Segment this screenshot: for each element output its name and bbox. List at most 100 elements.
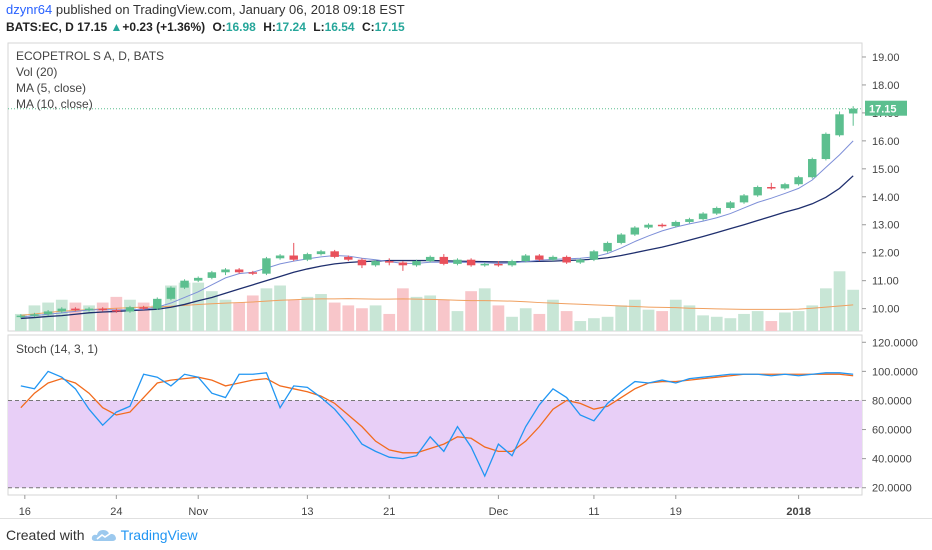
open-value: 16.98	[225, 20, 256, 34]
candle-body	[125, 307, 135, 312]
stoch-legend: Stoch (14, 3, 1)	[16, 342, 99, 356]
price-tick-label: 13.00	[872, 220, 900, 232]
volume-bar	[369, 305, 382, 331]
candle-body	[84, 308, 94, 311]
price-tick-label: 10.00	[872, 304, 900, 316]
volume-bar	[547, 299, 559, 331]
candle-body	[57, 308, 66, 312]
volume-bar	[656, 311, 669, 331]
time-tick-label: 16	[19, 506, 31, 518]
candle-body	[153, 298, 162, 309]
candle-body	[439, 256, 449, 264]
tradingview-brand-label: TradingView	[120, 527, 198, 543]
tradingview-cloud-icon	[91, 530, 116, 541]
volume-bar	[397, 288, 409, 331]
open-label: O:	[212, 20, 226, 34]
ma5-legend: MA (5, close)	[16, 81, 87, 95]
candle-body	[821, 133, 831, 160]
last-price-tag-label: 17.15	[869, 104, 897, 116]
candle-body	[480, 263, 489, 266]
candle-body	[671, 221, 681, 227]
candle-body	[616, 234, 626, 243]
time-tick-label: 24	[110, 506, 122, 518]
candle-body	[698, 213, 708, 220]
volume-bar	[83, 305, 95, 331]
candle-body	[780, 184, 790, 189]
candle-body	[371, 261, 380, 266]
stoch-band	[8, 400, 862, 488]
candle-body	[739, 195, 749, 203]
price-pane	[7, 42, 863, 332]
candle-body	[657, 224, 667, 227]
candle-body	[603, 242, 612, 252]
volume-bar	[246, 295, 259, 331]
volume-bar	[437, 299, 450, 331]
time-tick-label: 2018	[786, 506, 810, 518]
volume-bar	[178, 282, 191, 331]
volume-bar	[833, 271, 846, 331]
volume-bar	[287, 299, 300, 331]
candle-body	[548, 256, 558, 260]
volume-bar	[424, 295, 437, 331]
candle-body	[16, 315, 26, 318]
candle-body	[221, 269, 230, 273]
stoch-tick-label: 20.0000	[872, 483, 912, 495]
author-link[interactable]: dzynr64	[6, 2, 53, 17]
candle-body	[71, 308, 80, 311]
candle-body	[330, 251, 339, 257]
price-change: +0.23 (+1.36%)	[122, 20, 206, 34]
volume-bar	[574, 321, 587, 331]
volume-bar	[219, 299, 232, 331]
candle-body	[385, 261, 394, 263]
close-value: 17.15	[374, 20, 405, 34]
volume-bar	[328, 302, 341, 331]
candle-body	[344, 256, 353, 260]
volume-bar	[628, 299, 641, 331]
low-value: 16.54	[324, 20, 355, 34]
candle-body	[453, 259, 462, 264]
volume-bar	[492, 305, 505, 331]
candle-body	[357, 259, 367, 266]
candle-body	[753, 187, 762, 196]
volume-bar	[820, 288, 832, 331]
stoch-tick-label: 60.0000	[872, 425, 912, 437]
volume-bar	[165, 285, 177, 331]
volume-bar	[478, 288, 491, 331]
volume-bar	[205, 291, 218, 331]
price-tick-label: 16.00	[872, 136, 900, 148]
price-tick-label: 12.00	[872, 248, 900, 260]
volume-bar	[410, 296, 423, 331]
volume-bar	[710, 316, 723, 331]
time-tick-label: 19	[670, 506, 682, 518]
volume-bar	[151, 305, 164, 331]
vol-legend: Vol (20)	[16, 65, 58, 79]
candle-body	[712, 207, 721, 214]
tradingview-brand[interactable]: TradingView	[91, 527, 198, 543]
price-tick-label: 18.00	[872, 80, 900, 92]
candle-body	[303, 254, 312, 260]
created-with-text: Created with	[6, 527, 85, 543]
volume-bar	[806, 305, 819, 331]
chart-area[interactable]: 19.0018.0017.0016.0015.0014.0013.0012.00…	[0, 40, 932, 525]
candle-body	[234, 269, 244, 273]
volume-bar	[751, 311, 764, 331]
volume-bar	[301, 296, 314, 331]
chart-svg[interactable]: 19.0018.0017.0016.0015.0014.0013.0012.00…	[0, 40, 932, 525]
candle-body	[466, 259, 476, 266]
candle-body	[576, 259, 585, 263]
time-tick-label: 21	[383, 506, 395, 518]
candle-body	[98, 308, 107, 311]
candle-body	[425, 256, 435, 262]
volume-bar	[451, 311, 464, 331]
candle-body	[139, 307, 148, 309]
volume-bar	[137, 302, 150, 331]
low-label: L:	[313, 20, 325, 34]
high-label: H:	[263, 20, 276, 34]
price-tick-label: 19.00	[872, 52, 900, 64]
volume-bar	[738, 313, 750, 331]
volume-bar	[792, 311, 805, 331]
ma10-line	[20, 175, 854, 320]
candle-body	[398, 262, 408, 266]
candle-body	[848, 108, 858, 114]
stoch-k-line	[20, 370, 854, 478]
